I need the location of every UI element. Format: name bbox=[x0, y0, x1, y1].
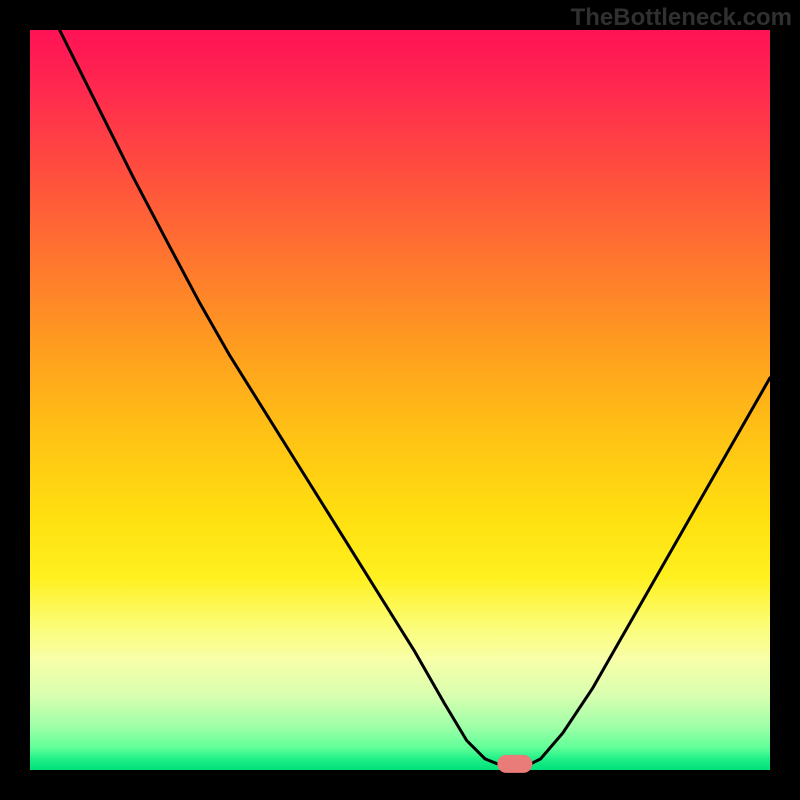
gradient-background bbox=[30, 30, 770, 770]
plot-area bbox=[30, 30, 770, 770]
watermark-text: TheBottleneck.com bbox=[571, 4, 792, 32]
current-config-marker bbox=[497, 755, 532, 773]
chart-frame: TheBottleneck.com bbox=[0, 0, 800, 800]
